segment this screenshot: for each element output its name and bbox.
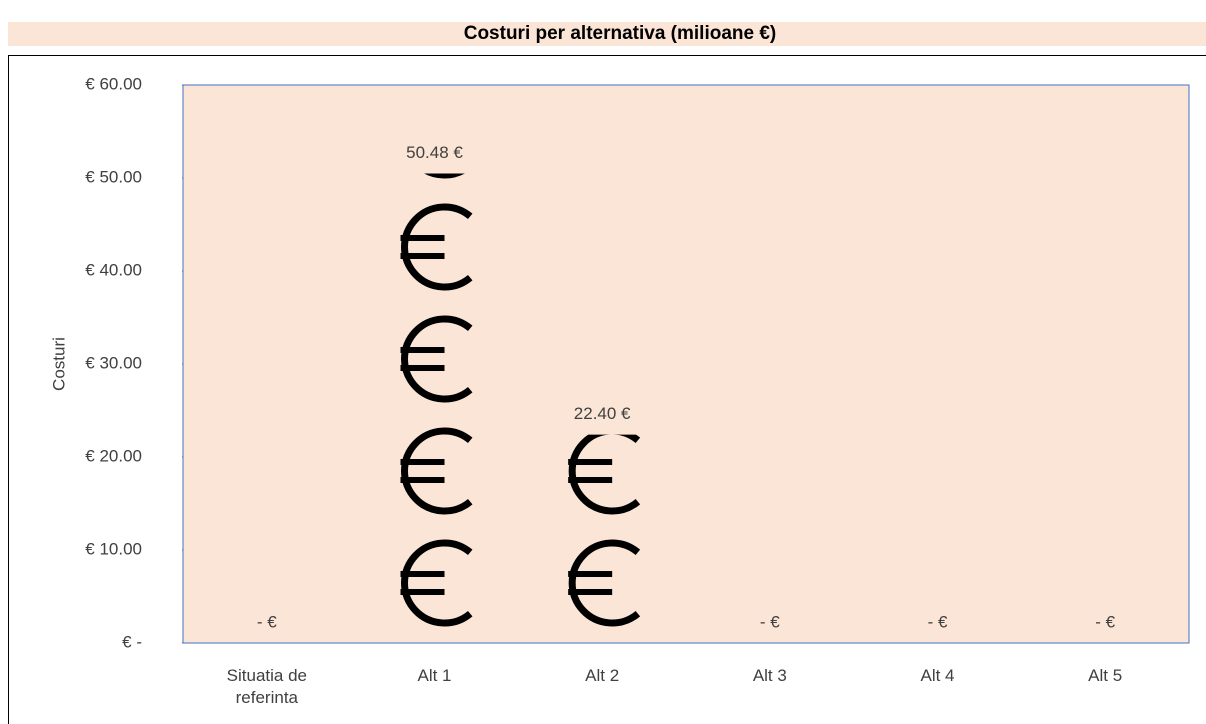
x-tick-label: Alt 3 — [752, 666, 787, 685]
euro-glyph — [568, 539, 641, 627]
data-label: 50.48 € — [406, 143, 463, 162]
x-tick-label: Situatia de referinta — [226, 666, 307, 707]
euro-glyph — [401, 427, 473, 515]
chart-title: Costuri per alternativa (milioane €) — [464, 23, 777, 44]
euro-glyph — [568, 434, 641, 515]
euro-glyph — [401, 539, 473, 627]
data-label: - € — [257, 612, 277, 631]
data-label: - € — [1095, 612, 1115, 631]
y-tick-label: € 40.00 — [85, 260, 142, 279]
euro-glyph — [401, 203, 473, 291]
data-label: - € — [760, 612, 780, 631]
data-label: 22.40 € — [574, 404, 631, 423]
y-axis-title: Costuri — [49, 337, 68, 391]
title-band — [8, 22, 1206, 46]
y-tick-label: € 30.00 — [85, 353, 142, 372]
x-tick-label: Alt 4 — [920, 666, 955, 685]
y-tick-label: € - — [122, 632, 142, 651]
x-tick-label: Alt 1 — [417, 666, 452, 685]
x-tick-label: Alt 5 — [1088, 666, 1123, 685]
data-label: - € — [928, 612, 948, 631]
chart-border — [8, 55, 1206, 724]
y-tick-label: € 50.00 — [85, 167, 142, 186]
pictograph-bar — [400, 173, 473, 627]
y-tick-label: € 60.00 — [85, 74, 142, 93]
y-tick-label: € 10.00 — [85, 539, 142, 558]
euro-glyph — [401, 315, 473, 403]
pictograph-bar — [568, 434, 641, 627]
y-tick-label: € 20.00 — [85, 446, 142, 465]
plot-area — [182, 84, 1190, 644]
euro-glyph — [424, 173, 465, 179]
x-tick-label: Alt 2 — [585, 666, 620, 685]
